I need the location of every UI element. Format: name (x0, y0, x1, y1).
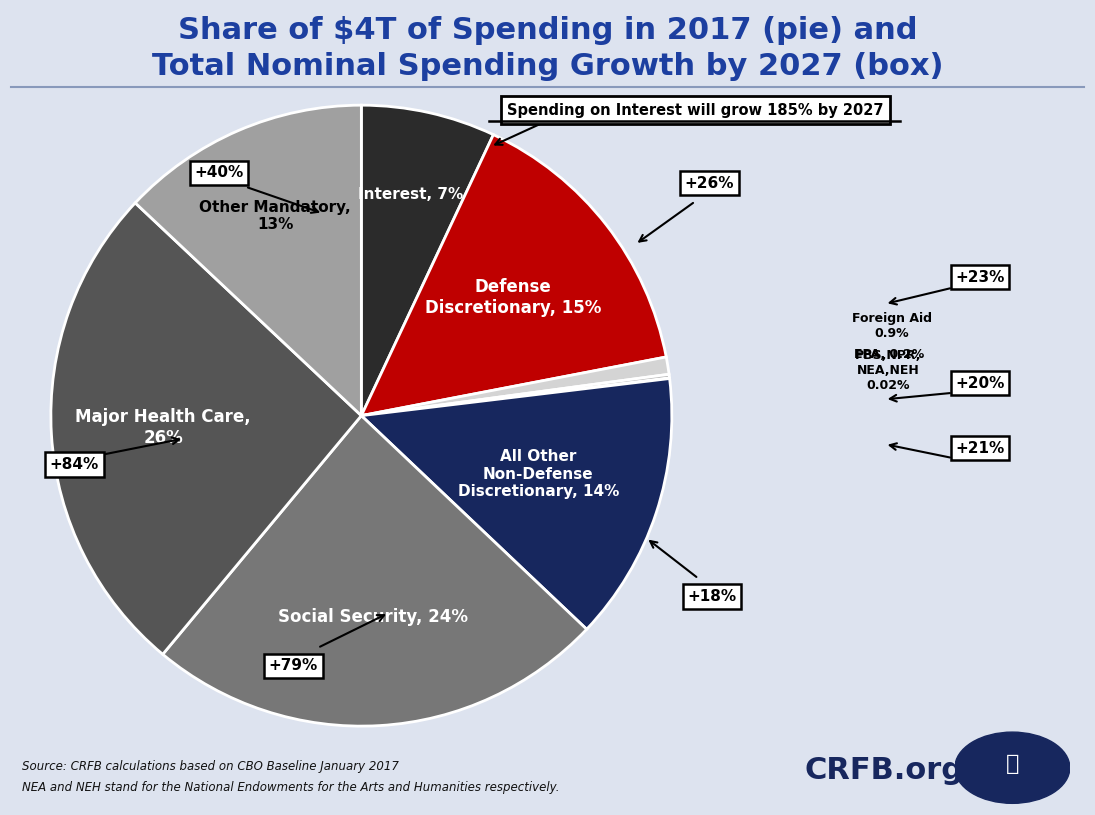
Text: +23%: +23% (955, 270, 1005, 284)
Wedge shape (163, 416, 587, 726)
Text: PBS,NPR,
NEA,NEH
0.02%: PBS,NPR, NEA,NEH 0.02% (854, 349, 921, 392)
Text: EPA, 0.2%: EPA, 0.2% (854, 348, 924, 361)
Wedge shape (361, 374, 669, 416)
Text: +40%: +40% (195, 165, 243, 180)
Text: +84%: +84% (50, 457, 99, 472)
Text: Major Health Care,
26%: Major Health Care, 26% (76, 408, 251, 447)
Text: +20%: +20% (955, 376, 1005, 390)
Wedge shape (135, 105, 361, 416)
Text: All Other
Non-Defense
Discretionary, 14%: All Other Non-Defense Discretionary, 14% (458, 449, 619, 499)
Text: 🏛: 🏛 (1005, 754, 1019, 774)
Text: Interest, 7%: Interest, 7% (358, 187, 463, 202)
Text: +18%: +18% (688, 589, 736, 604)
Text: Share of $4T of Spending in 2017 (pie) and: Share of $4T of Spending in 2017 (pie) a… (177, 16, 918, 46)
Wedge shape (361, 134, 666, 416)
Wedge shape (361, 357, 669, 416)
Ellipse shape (955, 732, 1070, 804)
Text: Defense
Discretionary, 15%: Defense Discretionary, 15% (425, 278, 601, 317)
Text: +21%: +21% (956, 441, 1004, 456)
Text: Foreign Aid
0.9%: Foreign Aid 0.9% (852, 311, 932, 340)
Text: NEA and NEH stand for the National Endowments for the Arts and Humanities respec: NEA and NEH stand for the National Endow… (22, 781, 560, 794)
Text: Total Nominal Spending Growth by 2027 (box): Total Nominal Spending Growth by 2027 (b… (152, 52, 943, 82)
Wedge shape (361, 378, 670, 416)
Text: Spending on Interest will grow 185% by 2027: Spending on Interest will grow 185% by 2… (507, 103, 884, 117)
Text: +26%: +26% (684, 176, 735, 191)
Wedge shape (50, 203, 361, 654)
Text: Other Mandatory,
13%: Other Mandatory, 13% (199, 200, 350, 232)
Text: CRFB.org: CRFB.org (805, 756, 964, 785)
Text: Source: CRFB calculations based on CBO Baseline January 2017: Source: CRFB calculations based on CBO B… (22, 760, 399, 773)
Wedge shape (361, 105, 494, 416)
Text: +79%: +79% (269, 659, 318, 673)
Text: Social Security, 24%: Social Security, 24% (278, 608, 469, 626)
Wedge shape (361, 378, 672, 629)
